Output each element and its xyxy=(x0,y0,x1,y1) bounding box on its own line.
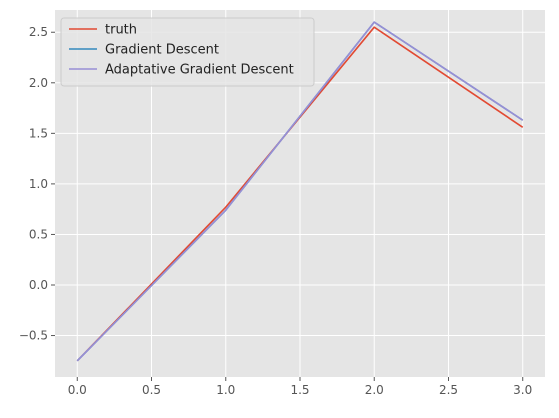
legend-entry-label: Adaptative Gradient Descent xyxy=(105,63,294,78)
x-tick-label: 2.5 xyxy=(439,383,458,397)
x-tick-label: 0.0 xyxy=(68,383,87,397)
y-tick-label: 2.5 xyxy=(29,25,48,39)
legend-entry-label: truth xyxy=(105,23,137,38)
x-tick-label: 3.0 xyxy=(513,383,532,397)
x-tick-label: 0.5 xyxy=(142,383,161,397)
y-tick-label: 1.5 xyxy=(29,126,48,140)
y-tick-label: 0.0 xyxy=(29,278,48,292)
y-tick-label: 1.0 xyxy=(29,177,48,191)
legend-entry-label: Gradient Descent xyxy=(105,43,219,58)
x-tick-label: 1.0 xyxy=(216,383,235,397)
y-tick-label: 2.0 xyxy=(29,76,48,90)
y-tick-label: 0.5 xyxy=(29,227,48,241)
x-tick-label: 1.5 xyxy=(290,383,309,397)
y-tick-label: −0.5 xyxy=(19,329,48,343)
x-tick-label: 2.0 xyxy=(365,383,384,397)
legend: truth Gradient Descent Adaptative Gradient… xyxy=(61,18,314,86)
